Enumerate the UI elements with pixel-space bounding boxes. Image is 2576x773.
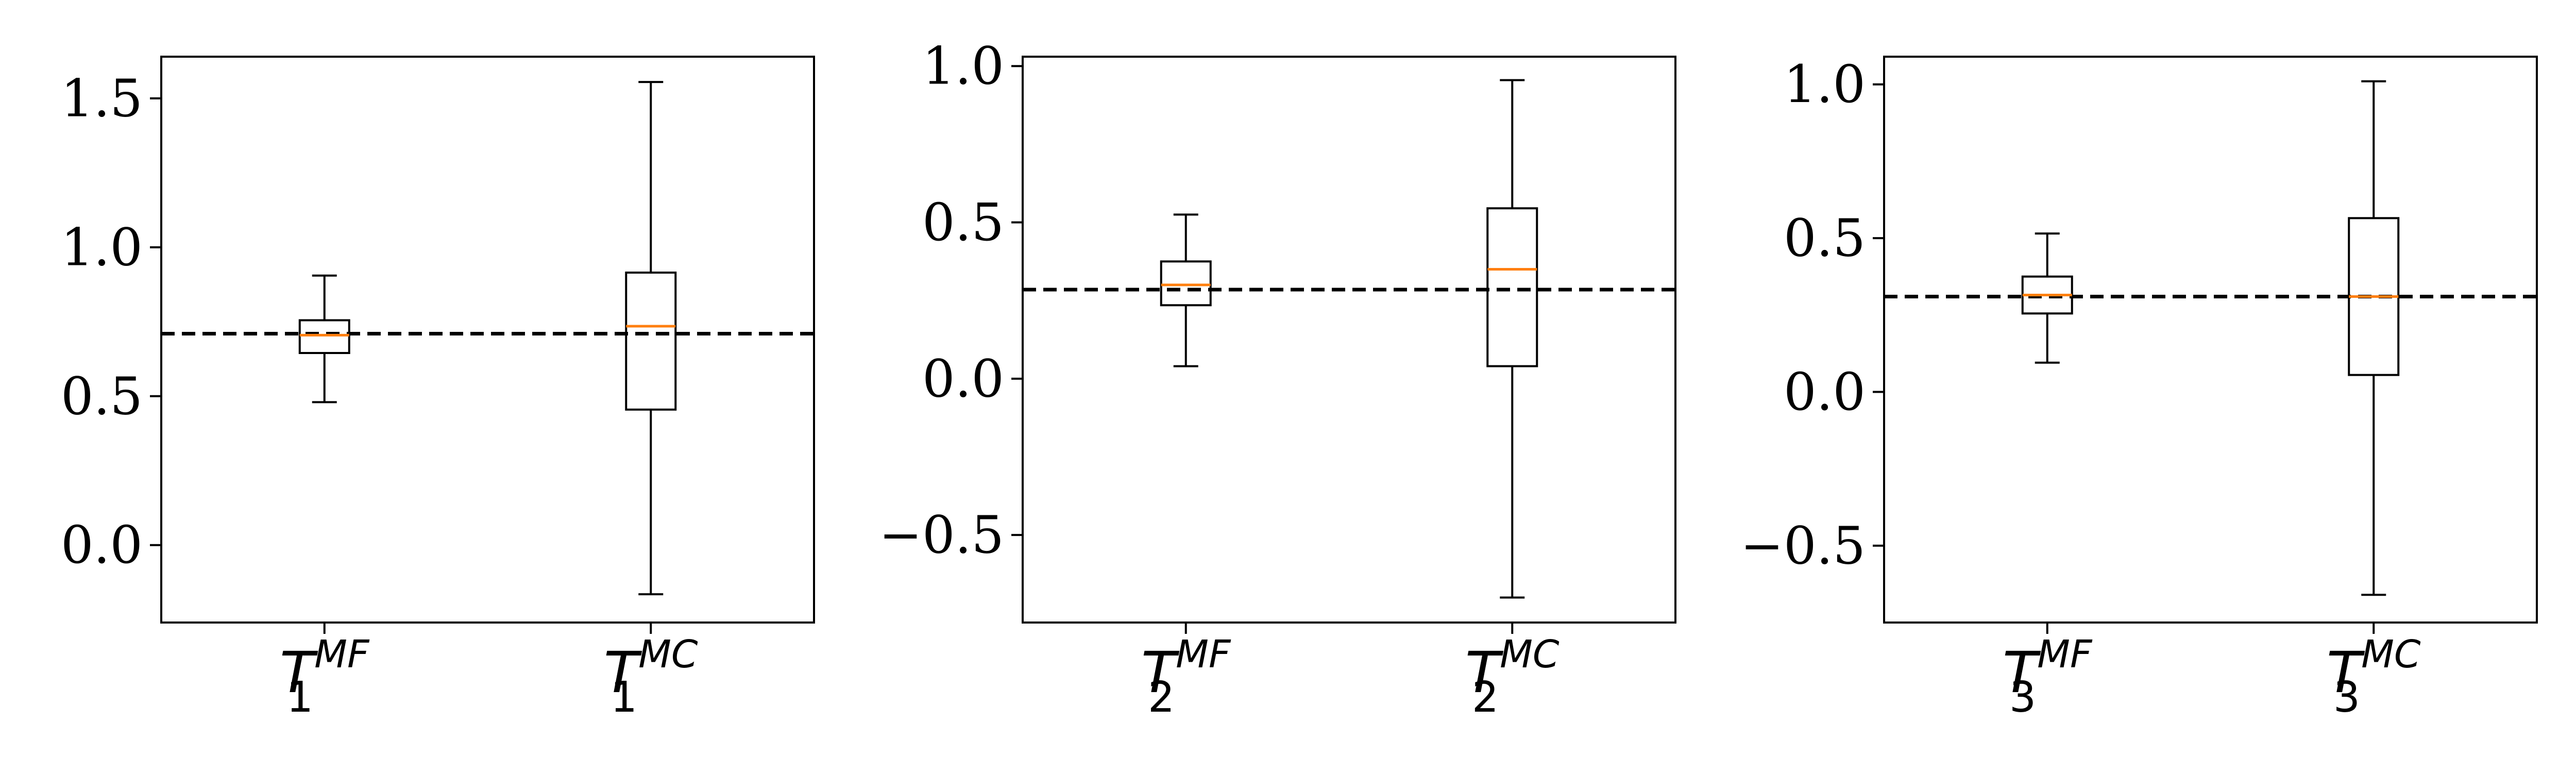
box-1 [1160, 213, 1212, 367]
box-1 [2021, 232, 2073, 364]
y-tick-label: 1.0 [61, 217, 143, 277]
axes-frame [1883, 56, 2538, 624]
iqr-box [625, 271, 677, 411]
y-tick-label: −0.5 [1740, 515, 1866, 576]
iqr-box [298, 319, 350, 355]
y-tick-label: 0.5 [922, 192, 1004, 253]
x-tick-label: TMF 1 [280, 632, 370, 722]
chart-panel-3: −0.5 0.0 0.5 1.0 TMF 3 TMC 3 [1740, 54, 2538, 722]
x-tick-label: TMF 3 [2003, 632, 2093, 722]
iqr-box [1486, 207, 1538, 367]
y-tick-label: 0.0 [922, 348, 1004, 409]
x-tick-label: TMC 1 [604, 632, 698, 722]
x-tick-label: TMC 3 [2327, 632, 2421, 722]
y-tick-label: 0.5 [1784, 208, 1866, 268]
y-tick-label: 0.5 [61, 366, 143, 426]
y-tick-label: 1.5 [61, 68, 143, 128]
chart-panel-1: 0.0 0.5 1.0 1.5 TMF 1 TMC 1 [61, 56, 815, 722]
box-2 [1486, 79, 1538, 599]
y-tick-label: −0.5 [879, 505, 1004, 565]
x-tick-label: TMF 2 [1141, 632, 1231, 722]
chart-panel-2: −0.5 0.0 0.5 1.0 TMF 2 TMC 2 [879, 36, 1676, 722]
y-tick-label: 1.0 [922, 36, 1004, 96]
axes-frame [1022, 56, 1676, 624]
x-tick-label: TMC 2 [1465, 632, 1560, 722]
box-2 [625, 81, 677, 596]
iqr-box [1160, 260, 1212, 307]
box-2 [2348, 80, 2400, 596]
y-tick-label: 0.0 [61, 515, 143, 575]
box-1 [298, 274, 350, 404]
y-tick-label: 0.0 [1784, 362, 1866, 422]
axes-frame [160, 56, 815, 624]
y-tick-label: 1.0 [1784, 54, 1866, 114]
